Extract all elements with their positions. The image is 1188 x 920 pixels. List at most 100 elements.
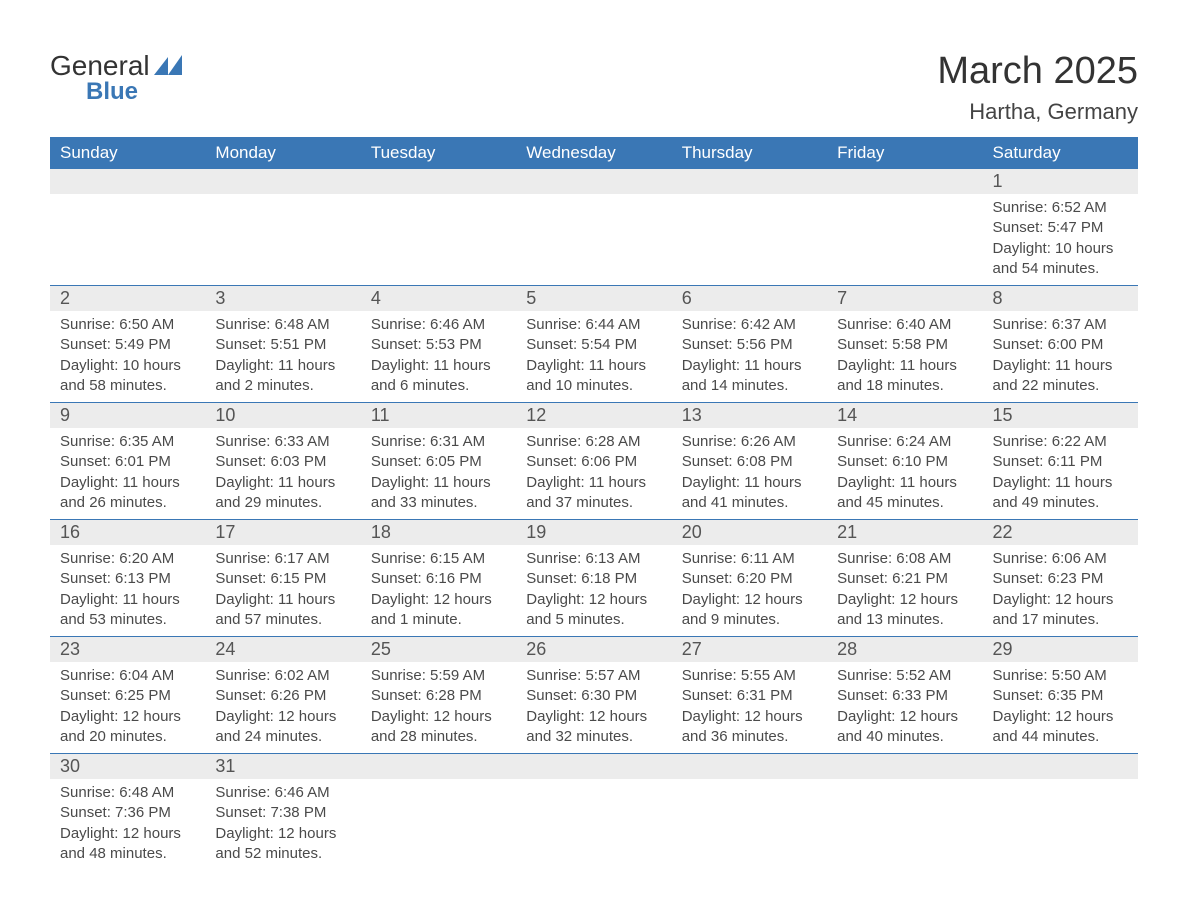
day-details: Sunrise: 6:48 AMSunset: 5:51 PMDaylight:… (205, 311, 360, 402)
calendar-cell-body: Sunrise: 6:20 AMSunset: 6:13 PMDaylight:… (50, 545, 205, 637)
calendar-cell-body: Sunrise: 6:50 AMSunset: 5:49 PMDaylight:… (50, 311, 205, 403)
calendar-cell-daynum: 31 (205, 754, 360, 780)
day-details: Sunrise: 6:35 AMSunset: 6:01 PMDaylight:… (50, 428, 205, 519)
day-sunset: Sunset: 5:58 PM (837, 335, 972, 355)
day-sunrise: Sunrise: 6:22 AM (993, 432, 1128, 452)
day-sunrise: Sunrise: 6:48 AM (60, 783, 195, 803)
day-sunrise: Sunrise: 6:04 AM (60, 666, 195, 686)
calendar-cell-body: Sunrise: 6:26 AMSunset: 6:08 PMDaylight:… (672, 428, 827, 520)
day-sunrise: Sunrise: 6:28 AM (526, 432, 661, 452)
weekday-header: Sunday (50, 137, 205, 169)
day-number: 5 (516, 286, 671, 311)
calendar-cell-body: Sunrise: 6:28 AMSunset: 6:06 PMDaylight:… (516, 428, 671, 520)
day-daylight1: Daylight: 11 hours (993, 356, 1128, 376)
day-daylight2: and 45 minutes. (837, 493, 972, 513)
calendar-cell-body: Sunrise: 6:08 AMSunset: 6:21 PMDaylight:… (827, 545, 982, 637)
day-details: Sunrise: 6:48 AMSunset: 7:36 PMDaylight:… (50, 779, 205, 870)
day-details: Sunrise: 6:52 AMSunset: 5:47 PMDaylight:… (983, 194, 1138, 285)
day-number (672, 754, 827, 779)
day-details (361, 194, 516, 224)
day-details: Sunrise: 5:55 AMSunset: 6:31 PMDaylight:… (672, 662, 827, 753)
day-number: 27 (672, 637, 827, 662)
day-daylight1: Daylight: 12 hours (837, 707, 972, 727)
day-details: Sunrise: 6:17 AMSunset: 6:15 PMDaylight:… (205, 545, 360, 636)
calendar-cell-daynum: 15 (983, 403, 1138, 429)
day-daylight2: and 29 minutes. (215, 493, 350, 513)
title-block: March 2025 Hartha, Germany (937, 50, 1138, 125)
day-sunrise: Sunrise: 5:50 AM (993, 666, 1128, 686)
calendar-cell-body (516, 194, 671, 286)
calendar-cell-daynum: 30 (50, 754, 205, 780)
day-sunrise: Sunrise: 6:46 AM (215, 783, 350, 803)
calendar-cell-body: Sunrise: 5:55 AMSunset: 6:31 PMDaylight:… (672, 662, 827, 754)
day-daylight1: Daylight: 11 hours (215, 590, 350, 610)
day-sunrise: Sunrise: 6:31 AM (371, 432, 506, 452)
day-sunset: Sunset: 5:56 PM (682, 335, 817, 355)
day-number: 4 (361, 286, 516, 311)
day-sunset: Sunset: 6:01 PM (60, 452, 195, 472)
day-sunset: Sunset: 6:03 PM (215, 452, 350, 472)
calendar-cell-daynum (50, 169, 205, 194)
calendar-cell-body: Sunrise: 6:33 AMSunset: 6:03 PMDaylight:… (205, 428, 360, 520)
day-number (516, 169, 671, 194)
day-number: 12 (516, 403, 671, 428)
day-number (205, 169, 360, 194)
day-number: 20 (672, 520, 827, 545)
day-sunrise: Sunrise: 6:46 AM (371, 315, 506, 335)
daybody-row: Sunrise: 6:35 AMSunset: 6:01 PMDaylight:… (50, 428, 1138, 520)
day-daylight1: Daylight: 11 hours (371, 356, 506, 376)
day-number: 11 (361, 403, 516, 428)
day-daylight1: Daylight: 12 hours (837, 590, 972, 610)
calendar-cell-body: Sunrise: 5:57 AMSunset: 6:30 PMDaylight:… (516, 662, 671, 754)
day-number (827, 754, 982, 779)
day-details (827, 779, 982, 809)
calendar-cell-daynum (672, 754, 827, 780)
calendar-cell-body: Sunrise: 6:40 AMSunset: 5:58 PMDaylight:… (827, 311, 982, 403)
day-number: 7 (827, 286, 982, 311)
calendar-cell-body (983, 779, 1138, 870)
calendar-cell-daynum: 13 (672, 403, 827, 429)
day-sunset: Sunset: 6:21 PM (837, 569, 972, 589)
day-sunrise: Sunrise: 6:20 AM (60, 549, 195, 569)
day-sunset: Sunset: 6:28 PM (371, 686, 506, 706)
day-sunrise: Sunrise: 6:44 AM (526, 315, 661, 335)
day-sunrise: Sunrise: 6:15 AM (371, 549, 506, 569)
calendar-cell-daynum: 27 (672, 637, 827, 663)
day-number: 30 (50, 754, 205, 779)
day-number: 18 (361, 520, 516, 545)
day-daylight1: Daylight: 11 hours (526, 473, 661, 493)
calendar-cell-daynum: 22 (983, 520, 1138, 546)
day-daylight1: Daylight: 12 hours (215, 824, 350, 844)
day-sunset: Sunset: 7:38 PM (215, 803, 350, 823)
calendar-cell-body: Sunrise: 6:22 AMSunset: 6:11 PMDaylight:… (983, 428, 1138, 520)
day-daylight2: and 40 minutes. (837, 727, 972, 747)
day-daylight2: and 10 minutes. (526, 376, 661, 396)
logo-word2: Blue (86, 78, 138, 106)
day-sunset: Sunset: 6:13 PM (60, 569, 195, 589)
calendar-cell-body: Sunrise: 6:46 AMSunset: 7:38 PMDaylight:… (205, 779, 360, 870)
calendar-cell-daynum: 14 (827, 403, 982, 429)
day-sunrise: Sunrise: 6:50 AM (60, 315, 195, 335)
day-details: Sunrise: 6:46 AMSunset: 5:53 PMDaylight:… (361, 311, 516, 402)
day-sunset: Sunset: 6:20 PM (682, 569, 817, 589)
day-daylight2: and 14 minutes. (682, 376, 817, 396)
day-number (827, 169, 982, 194)
day-sunset: Sunset: 6:30 PM (526, 686, 661, 706)
calendar-body: 1 Sunrise: 6:52 AMSunset: 5:47 PMDayligh… (50, 169, 1138, 870)
day-sunset: Sunset: 6:16 PM (371, 569, 506, 589)
day-daylight1: Daylight: 11 hours (837, 473, 972, 493)
day-number (516, 754, 671, 779)
day-daylight1: Daylight: 11 hours (993, 473, 1128, 493)
day-sunset: Sunset: 6:18 PM (526, 569, 661, 589)
day-details: Sunrise: 6:28 AMSunset: 6:06 PMDaylight:… (516, 428, 671, 519)
day-daylight1: Daylight: 11 hours (682, 356, 817, 376)
day-daylight2: and 53 minutes. (60, 610, 195, 630)
calendar-cell-body: Sunrise: 6:37 AMSunset: 6:00 PMDaylight:… (983, 311, 1138, 403)
day-daylight1: Daylight: 11 hours (837, 356, 972, 376)
calendar-cell-daynum: 17 (205, 520, 360, 546)
day-details: Sunrise: 6:26 AMSunset: 6:08 PMDaylight:… (672, 428, 827, 519)
day-sunset: Sunset: 5:53 PM (371, 335, 506, 355)
day-number (50, 169, 205, 194)
day-sunrise: Sunrise: 6:42 AM (682, 315, 817, 335)
calendar-cell-daynum: 21 (827, 520, 982, 546)
